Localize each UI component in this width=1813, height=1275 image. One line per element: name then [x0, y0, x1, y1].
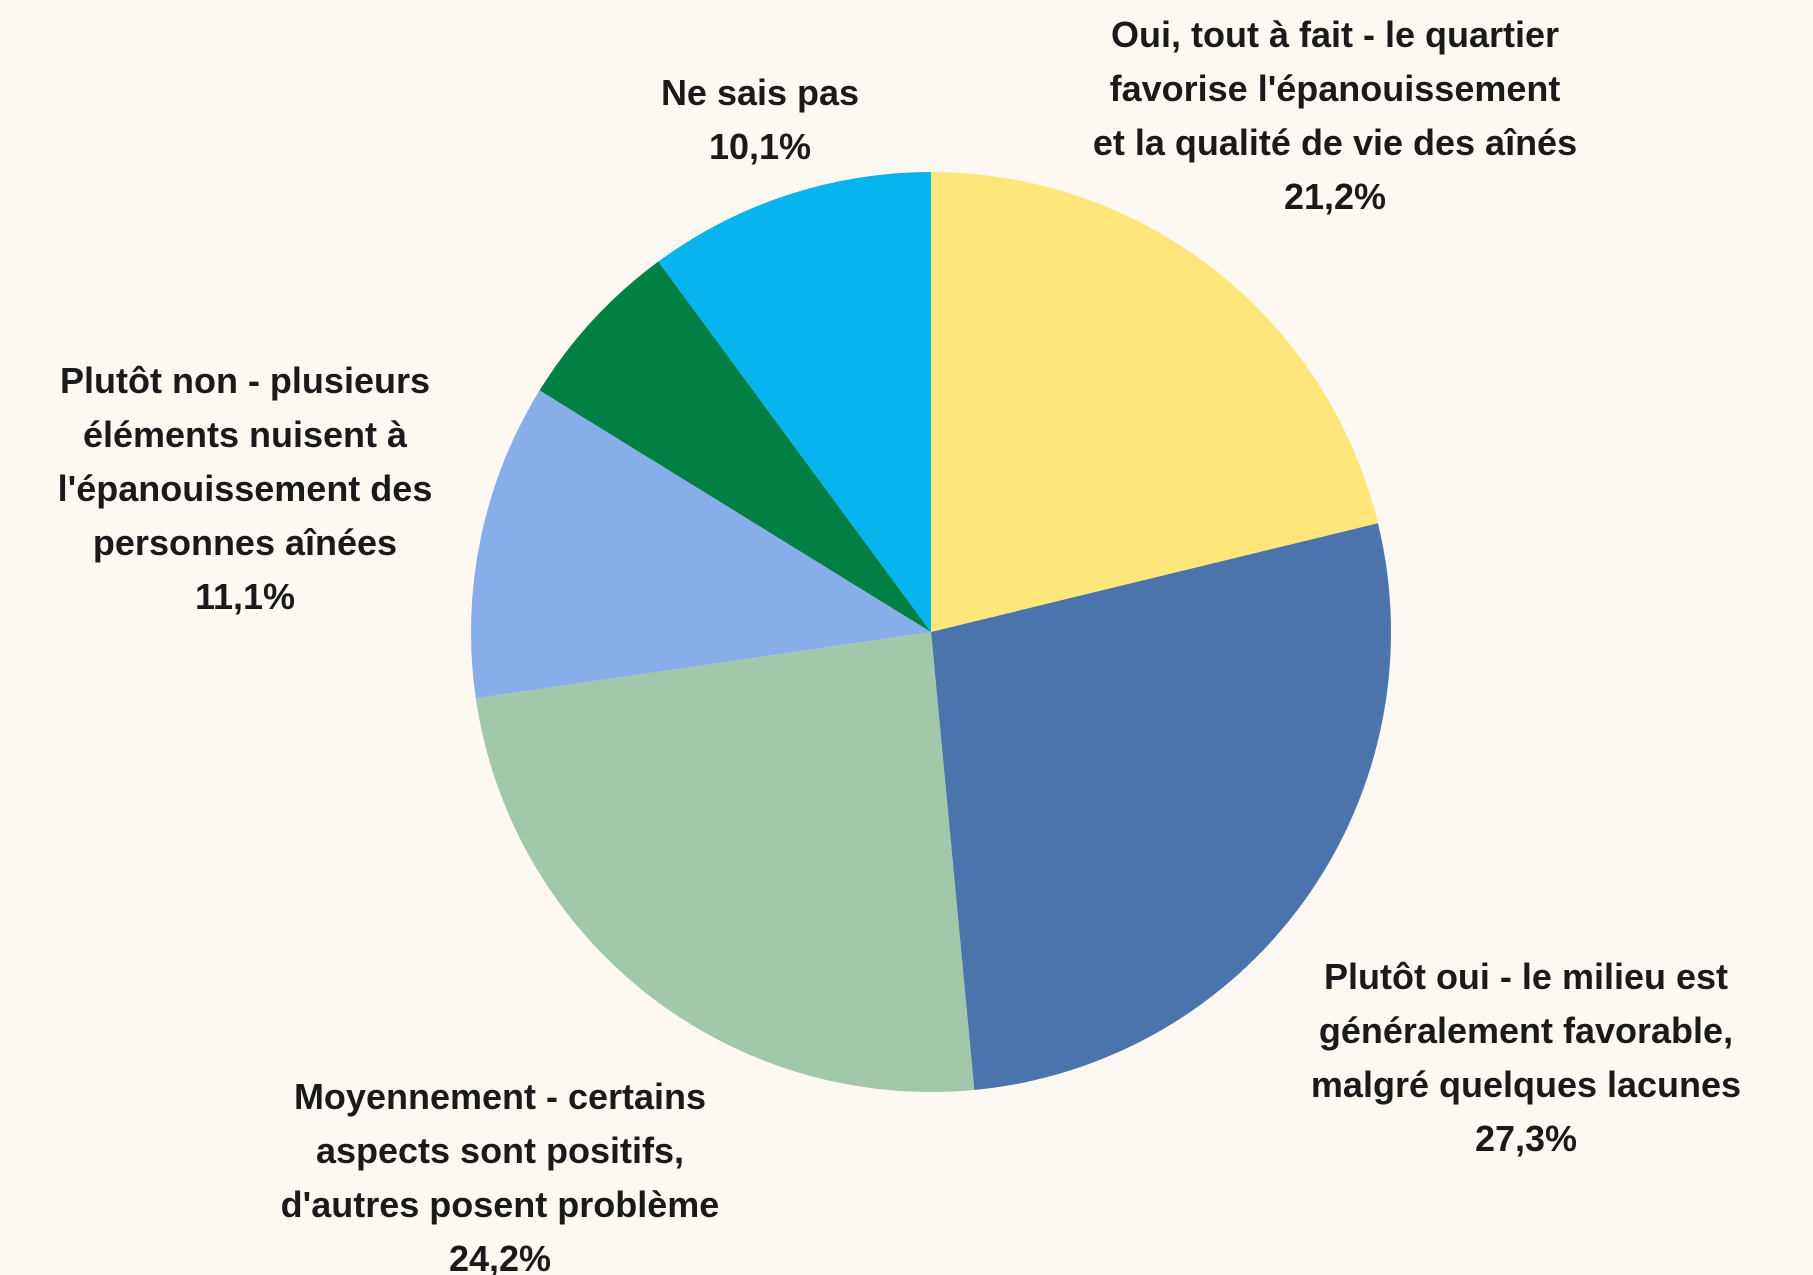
slice-label: Plutôt non - plusieurs éléments nuisent …: [10, 354, 480, 624]
category-label: Plutôt oui - le milieu est généralement …: [1310, 956, 1742, 1105]
pie-slice: [931, 172, 1378, 632]
category-label: Plutôt non - plusieurs éléments nuisent …: [57, 360, 433, 563]
pie-slice: [658, 172, 931, 632]
value-label: 10,1%: [708, 126, 812, 167]
slice-label: Moyennement - certains aspects sont posi…: [220, 1070, 780, 1275]
value-label: 24,2%: [448, 1238, 552, 1275]
slice-label: Ne sais pas 10,1%: [560, 66, 960, 174]
value-label: 11,1%: [194, 576, 296, 617]
pie-slice: [470, 390, 931, 699]
slice-label: Oui, tout à fait - le quartier favorise …: [1040, 8, 1630, 224]
pie-slice: [539, 261, 931, 632]
pie-slice: [931, 523, 1391, 1090]
slice-label: Plutôt oui - le milieu est généralement …: [1256, 950, 1796, 1166]
value-label: 21,2%: [1283, 176, 1387, 217]
category-label: Oui, tout à fait - le quartier favorise …: [1092, 14, 1578, 163]
value-label: 27,3%: [1474, 1118, 1578, 1159]
pie-slice: [475, 632, 975, 1092]
category-label: Ne sais pas: [660, 72, 860, 113]
category-label: Moyennement - certains aspects sont posi…: [280, 1076, 720, 1225]
